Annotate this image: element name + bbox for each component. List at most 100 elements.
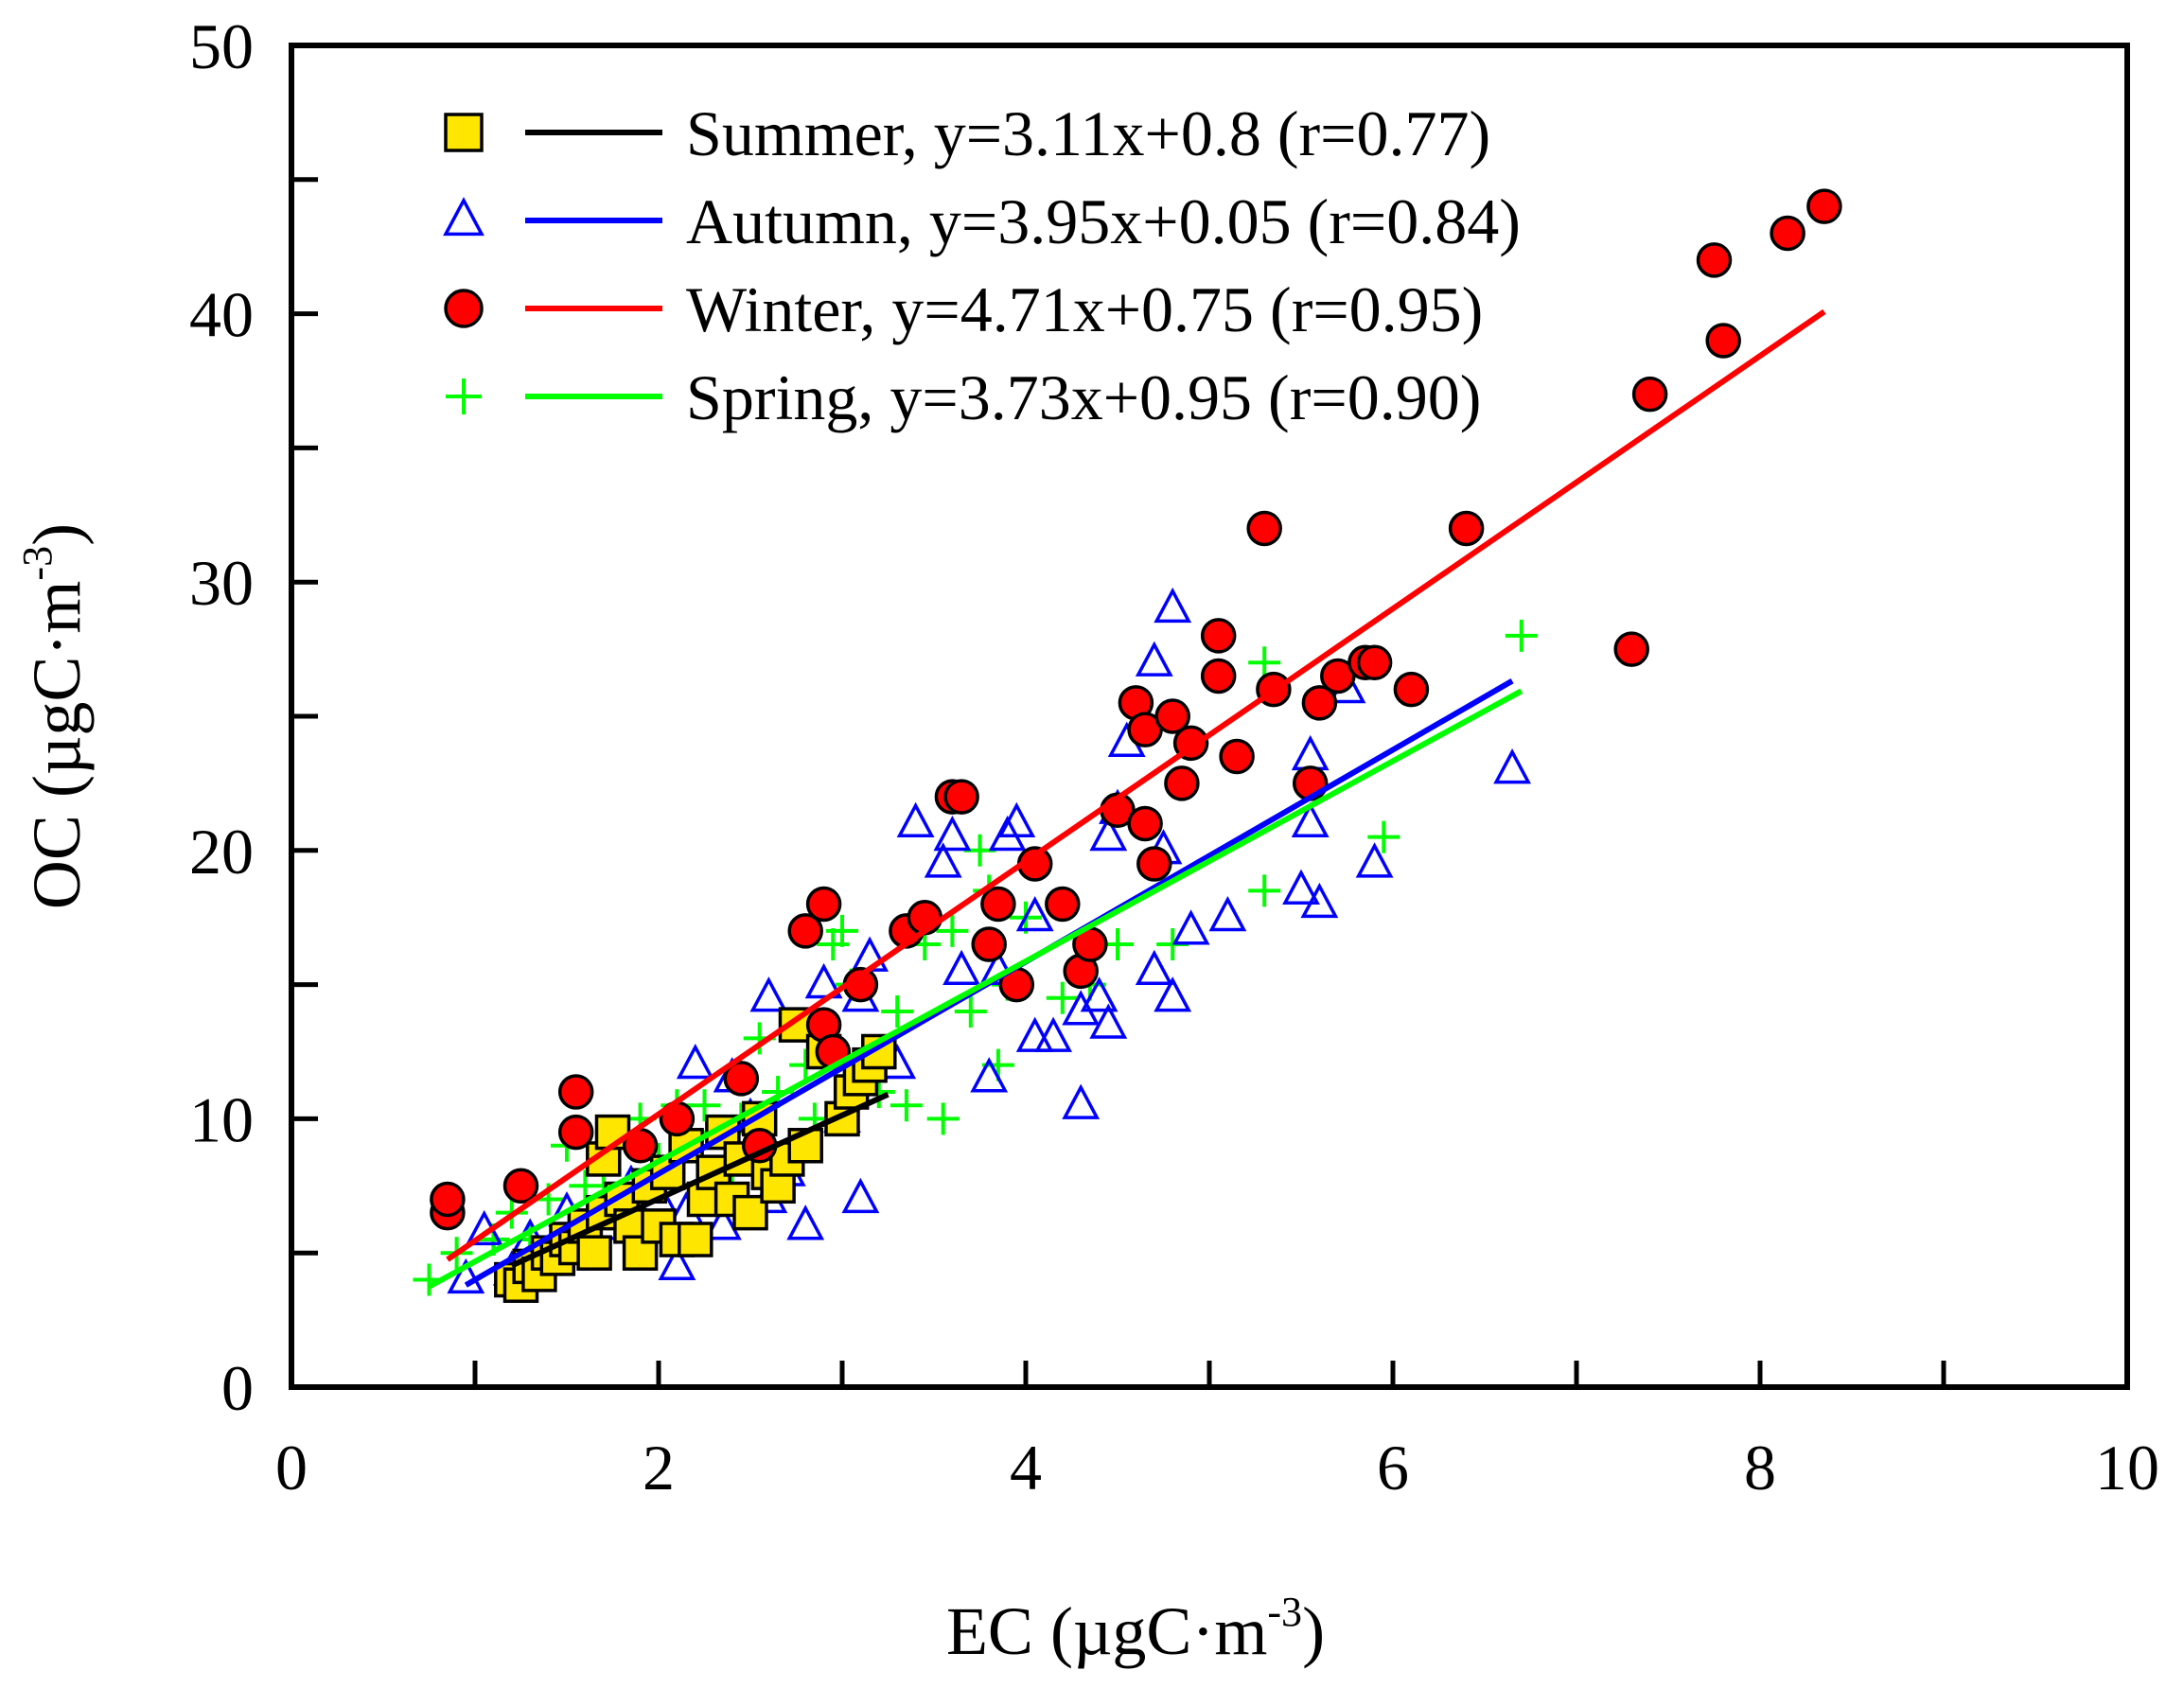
legend-label-autumn: Autumn, y=3.95x+0.05 (r=0.84) [686, 185, 1521, 257]
autumn-point [1089, 815, 1128, 852]
summer-point [622, 1235, 659, 1271]
winter-point [1631, 376, 1668, 413]
autumn-point [1062, 1083, 1101, 1119]
y-tick-label: 40 [189, 279, 254, 351]
spring-fit-line [428, 688, 1524, 1290]
winter-point [1356, 644, 1393, 681]
autumn-point [1171, 909, 1210, 945]
spring-point [1367, 820, 1400, 853]
spring-point [936, 914, 969, 947]
axis-ticks [289, 43, 2130, 1390]
autumn-point [676, 1043, 714, 1080]
y-tick-label: 50 [189, 10, 254, 82]
winter-point [1200, 618, 1237, 654]
x-axis-title-superscript: -3 [1267, 1589, 1302, 1635]
winter-point [1127, 805, 1163, 842]
autumn-point [1080, 976, 1118, 1012]
spring-point [1248, 874, 1281, 907]
x-tick-label: 10 [2095, 1432, 2159, 1503]
x-tick-label: 4 [1010, 1432, 1042, 1503]
autumn-point [1355, 842, 1394, 878]
autumn-point [933, 815, 972, 852]
x-tick-label: 8 [1744, 1432, 1776, 1503]
regression-lines [428, 308, 1826, 1290]
autumn-point [1154, 587, 1192, 624]
y-tick-label: 20 [189, 816, 254, 888]
winter-point [430, 1181, 466, 1218]
spring-point [826, 914, 858, 947]
legend-item-summer: Summer, y=3.11x+0.8 (r=0.77) [444, 97, 1490, 169]
spring-point [1505, 619, 1538, 652]
y-axis-title-close: ) [19, 523, 95, 546]
autumn-point [1208, 896, 1247, 932]
winter-point [723, 1061, 760, 1097]
autumn-point [841, 1177, 880, 1214]
y-tick-label: 10 [189, 1083, 254, 1155]
autumn-point [970, 1057, 1009, 1093]
spring-point [688, 1089, 721, 1122]
winter-point [502, 1168, 539, 1204]
x-tick-label: 6 [1377, 1432, 1409, 1503]
y-axis-title-text: OC (µgC·m [19, 581, 95, 909]
autumn-point [978, 949, 1017, 986]
spring-point [889, 1089, 923, 1122]
winter-point [1136, 846, 1172, 882]
winter-point [787, 913, 823, 949]
legend-label-summer: Summer, y=3.11x+0.8 (r=0.77) [686, 97, 1490, 169]
spring-point [569, 1169, 602, 1203]
winter-point [1219, 738, 1255, 775]
autumn-point [658, 1244, 696, 1280]
legend: Summer, y=3.11x+0.8 (r=0.77) Autumn, y=3.… [443, 97, 1521, 433]
y-axis-title-superscript: -3 [14, 546, 61, 581]
autumn-point [1154, 976, 1192, 1012]
spring-point [1046, 981, 1079, 1014]
summer-point [576, 1235, 612, 1271]
winter-point [1200, 658, 1237, 695]
x-tick-label: 2 [643, 1432, 675, 1503]
winter-point [1770, 215, 1805, 252]
legend-item-winter: Winter, y=4.71x+0.75 (r=0.95) [444, 273, 1483, 345]
y-tick-label: 0 [221, 1352, 254, 1424]
x-axis-title: EC (µgC·m-3) [946, 1589, 1325, 1669]
series-winter-markers [430, 188, 1842, 1231]
legend-item-spring: Spring, y=3.73x+0.95 (r=0.90) [446, 361, 1481, 433]
x-axis-title-text: EC (µgC·m [946, 1593, 1267, 1669]
winter-point [557, 1074, 594, 1110]
winter-point [943, 779, 979, 815]
data-markers [413, 188, 1842, 1303]
autumn-point [896, 801, 935, 838]
autumn-point [749, 976, 788, 1012]
legend-item-autumn: Autumn, y=3.95x+0.05 (r=0.84) [443, 185, 1521, 257]
spring-point [881, 994, 914, 1028]
axis-tick-labels: 0 2 4 6 8 10 0 10 20 30 40 50 [189, 10, 2159, 1503]
spring-point [926, 1102, 960, 1135]
winter-point [1393, 671, 1430, 708]
legend-label-spring: Spring, y=3.73x+0.95 (r=0.90) [686, 361, 1481, 433]
autumn-point [786, 1204, 825, 1240]
legend-marker-spring [446, 378, 482, 414]
winter-point [1806, 188, 1842, 224]
autumn-point [1135, 949, 1173, 986]
autumn-point [447, 1257, 485, 1294]
autumn-point [703, 1204, 742, 1240]
winter-point [557, 1114, 594, 1151]
autumn-point [1015, 1016, 1054, 1052]
autumn-point [1493, 748, 1532, 784]
legend-marker-autumn [443, 197, 484, 237]
winter-point [1705, 323, 1741, 359]
winter-point [1301, 685, 1338, 721]
winter-point [971, 926, 1007, 962]
spring-point [954, 994, 987, 1028]
legend-label-winter: Winter, y=4.71x+0.75 (r=0.95) [686, 273, 1483, 345]
winter-point [1246, 510, 1282, 547]
autumn-point [1282, 869, 1320, 905]
autumn-point [1089, 1003, 1128, 1039]
winter-point [1613, 631, 1649, 667]
x-tick-label: 0 [275, 1432, 308, 1503]
winter-point [1154, 698, 1190, 734]
legend-marker-summer [444, 113, 484, 152]
legend-marker-winter [444, 289, 484, 328]
winter-point [1448, 510, 1485, 547]
winter-point [1045, 886, 1081, 923]
